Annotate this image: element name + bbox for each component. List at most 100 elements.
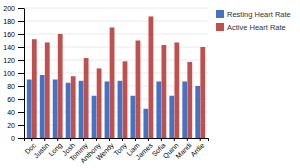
bar <box>182 81 187 138</box>
bar <box>105 81 110 138</box>
y-axis: 0 20 40 60 80 100 120 140 160 180 200 <box>3 5 24 142</box>
bar <box>200 47 205 138</box>
y-tick-mark <box>18 99 24 100</box>
y-tick: 0 <box>11 135 24 142</box>
legend-label: Resting Heart Rate <box>227 10 291 19</box>
y-tick: 20 <box>7 122 24 129</box>
bar <box>45 42 50 138</box>
x-tick-label: Ardie <box>189 141 206 158</box>
bar <box>118 81 123 138</box>
grid-line <box>24 47 208 48</box>
y-tick: 160 <box>3 31 24 38</box>
bar <box>84 58 89 138</box>
x-tick-mark <box>44 138 45 141</box>
y-tick-mark <box>18 112 24 113</box>
x-tick-label: Justin <box>32 141 50 159</box>
bar <box>66 83 71 138</box>
grid-line <box>24 86 208 87</box>
x-tick-mark <box>122 138 123 141</box>
bar <box>149 16 154 138</box>
grid-line <box>24 8 208 9</box>
bar <box>161 45 166 138</box>
y-tick: 60 <box>7 96 24 103</box>
x-tick-mark <box>174 138 175 141</box>
y-tick-mark <box>18 125 24 126</box>
y-tick-label: 180 <box>3 18 15 25</box>
x-tick-mark <box>96 138 97 141</box>
bar <box>58 34 63 138</box>
legend-swatch <box>216 23 224 31</box>
x-tick-mark <box>83 138 84 141</box>
x-tick-mark <box>135 138 136 141</box>
x-tick: Wendy <box>95 138 116 162</box>
y-axis-line <box>24 9 25 139</box>
x-tick-label: Mandi <box>174 141 193 160</box>
y-tick-label: 80 <box>7 83 15 90</box>
y-tick-label: 200 <box>3 5 15 12</box>
bar <box>123 61 128 138</box>
x-tick-mark <box>57 138 58 141</box>
y-tick-mark <box>18 8 24 9</box>
grid <box>24 8 208 138</box>
x-tick-mark <box>200 138 201 141</box>
y-tick-mark <box>18 86 24 87</box>
y-tick-label: 140 <box>3 44 15 51</box>
y-tick: 200 <box>3 5 24 12</box>
bars <box>27 16 205 138</box>
bar <box>131 96 136 138</box>
x-axis: DocJustinLongJoshTommyAnthonyWendyTonyLi… <box>23 138 208 165</box>
x-tick-mark <box>31 138 32 141</box>
x-tick: Long <box>47 138 64 158</box>
y-tick-label: 100 <box>3 70 15 77</box>
bar <box>92 96 97 138</box>
bar <box>71 76 76 138</box>
y-tick-label: 60 <box>7 96 15 103</box>
x-tick: Justin <box>32 138 50 159</box>
x-tick: Ardie <box>189 138 206 158</box>
x-axis-line <box>25 139 209 142</box>
legend-item: Active Heart Rate <box>216 23 286 32</box>
grid-line <box>24 60 208 61</box>
grid-line <box>24 125 208 126</box>
legend-item: Resting Heart Rate <box>216 10 291 19</box>
y-tick-mark <box>18 73 24 74</box>
x-tick-label: Long <box>47 141 64 158</box>
y-tick: 120 <box>3 57 24 64</box>
x-tick-mark <box>70 138 71 141</box>
y-tick: 40 <box>7 109 24 116</box>
y-tick-label: 160 <box>3 31 15 38</box>
grid-line <box>24 34 208 35</box>
grid-line <box>24 21 208 22</box>
plot: 0 20 40 60 80 100 120 140 160 180 200 DocJustinLong… <box>3 5 208 166</box>
legend-swatch <box>216 10 224 18</box>
bar <box>156 81 161 138</box>
legend-label: Active Heart Rate <box>227 23 286 32</box>
y-tick-mark <box>18 47 24 48</box>
bar <box>136 41 141 139</box>
y-tick-mark <box>18 21 24 22</box>
y-tick-label: 40 <box>7 109 15 116</box>
x-tick-label: Tony <box>113 141 129 157</box>
bar <box>79 81 84 138</box>
bar <box>27 80 32 139</box>
bar <box>187 62 192 138</box>
grid-line <box>24 73 208 74</box>
x-tick: Mandi <box>174 138 193 160</box>
bar <box>195 86 200 138</box>
legend: Resting Heart Rate Active Heart Rate <box>216 10 291 32</box>
y-tick: 140 <box>3 44 24 51</box>
bar <box>174 42 179 138</box>
bar <box>53 80 58 139</box>
bar <box>143 109 148 138</box>
y-tick-mark <box>18 138 24 139</box>
bar <box>40 75 45 138</box>
bar <box>110 28 115 139</box>
y-tick: 80 <box>7 83 24 90</box>
x-tick-mark <box>109 138 110 141</box>
y-tick-label: 0 <box>11 135 15 142</box>
y-tick-label: 120 <box>3 57 15 64</box>
y-tick-mark <box>18 60 24 61</box>
y-tick-label: 20 <box>7 122 15 129</box>
chart-svg: 0 20 40 60 80 100 120 140 160 180 200 DocJustinLong… <box>0 0 300 168</box>
y-tick: 180 <box>3 18 24 25</box>
